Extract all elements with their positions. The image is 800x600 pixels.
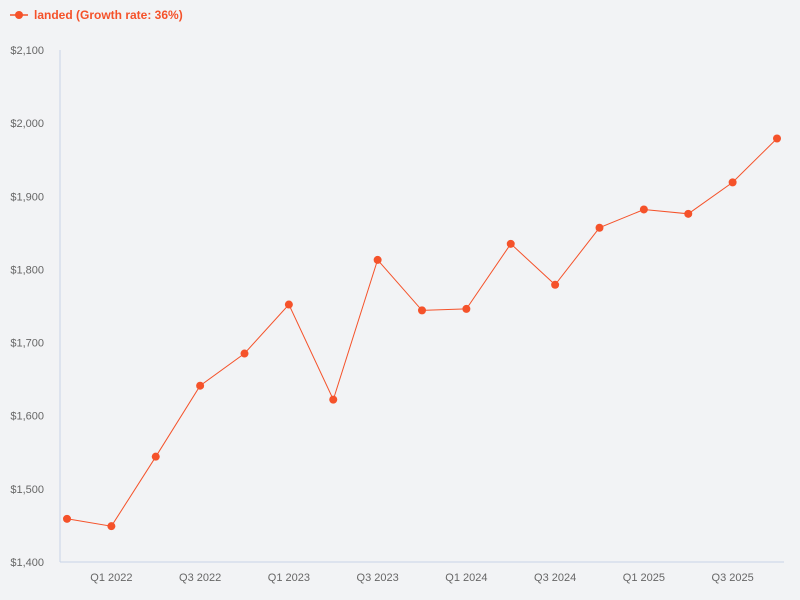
y-axis: $1,400 $1,500 $1,600 $1,700 $1,800 $1,900 $2,0… — [10, 45, 61, 569]
x-tick-label: Q1 2025 — [623, 572, 665, 584]
x-axis: Q1 2022 Q3 2022 Q1 2023 Q3 2023 Q1 2024 Q3 20… — [60, 561, 784, 584]
data-point[interactable] — [684, 209, 693, 218]
x-tick-label: Q1 2023 — [268, 572, 310, 584]
y-tick-label: $1,500 — [10, 484, 44, 496]
line-marker-icon — [10, 11, 28, 19]
y-tick-label: $2,000 — [10, 118, 44, 130]
y-tick-label: $1,400 — [10, 557, 44, 569]
x-tick-label: Q3 2022 — [179, 572, 221, 584]
series-landed — [63, 134, 781, 531]
data-point[interactable] — [418, 306, 426, 315]
x-tick-label: Q3 2023 — [357, 572, 399, 584]
y-tick-label: $1,800 — [10, 264, 44, 276]
x-tick-label: Q3 2025 — [712, 572, 754, 584]
data-point[interactable] — [728, 178, 737, 187]
data-point[interactable] — [107, 522, 116, 531]
y-tick-label: $1,900 — [10, 191, 44, 203]
y-tick-label: $1,600 — [10, 411, 44, 423]
data-point[interactable] — [373, 255, 382, 264]
data-point[interactable] — [639, 205, 648, 214]
data-point[interactable] — [151, 452, 160, 461]
data-point[interactable] — [196, 381, 205, 390]
legend-label: landed (Growth rate: 36%) — [34, 8, 183, 22]
data-point[interactable] — [506, 239, 515, 248]
data-point[interactable] — [773, 134, 781, 143]
data-point[interactable] — [462, 304, 471, 313]
data-point[interactable] — [329, 395, 338, 404]
y-tick-label: $2,100 — [10, 45, 44, 57]
data-point[interactable] — [595, 223, 604, 232]
data-point[interactable] — [284, 300, 293, 309]
x-tick-label: Q1 2024 — [445, 572, 487, 584]
data-point[interactable] — [551, 280, 560, 289]
y-tick-label: $1,700 — [10, 338, 44, 350]
data-point[interactable] — [240, 349, 249, 358]
x-tick-label: Q1 2022 — [90, 572, 132, 584]
data-point[interactable] — [63, 514, 71, 523]
x-tick-label: Q3 2024 — [534, 572, 576, 584]
legend[interactable]: landed (Growth rate: 36%) — [10, 8, 183, 22]
